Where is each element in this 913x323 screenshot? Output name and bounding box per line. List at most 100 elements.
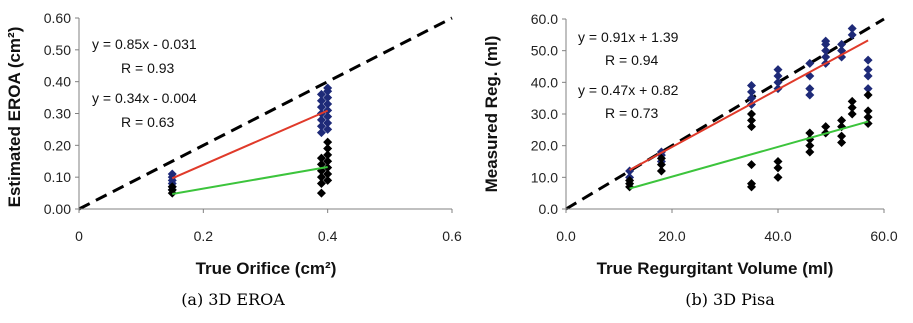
data-point-a-s1 (323, 137, 333, 147)
identity-line-a (78, 16, 453, 211)
data-point-a-s0 (323, 99, 333, 109)
data-point-a-s1 (316, 172, 326, 182)
data-point-b-s0 (773, 77, 783, 87)
data-point-b-s1 (747, 109, 756, 119)
data-point-b-s1 (847, 103, 857, 113)
fit-line-a-s1 (172, 165, 328, 196)
data-point-b-s1 (773, 163, 783, 173)
data-point-a-s0 (323, 124, 333, 134)
data-point-b-s1 (773, 157, 783, 166)
y-axis-label-a: Estimated EROA (cm²) (5, 27, 24, 208)
data-point-a-s1 (323, 144, 333, 154)
data-point-b-s1 (863, 106, 873, 116)
r-value-a-2: R = 0.63 (121, 114, 175, 130)
data-point-b-s0 (863, 71, 873, 81)
data-point-b-s1 (821, 122, 831, 132)
data-point-b-s1 (805, 128, 815, 138)
data-point-b-s0 (805, 90, 815, 100)
caption-a: (a) 3D EROA (181, 290, 285, 309)
equation-b-1: y = 0.91x + 1.39 (578, 29, 679, 45)
data-point-b-s0 (747, 87, 756, 97)
fit-line-a-s0 (171, 109, 329, 180)
data-point-a-s0 (323, 118, 333, 128)
data-point-b-s1 (625, 176, 635, 185)
ytick-label-b: 40.0 (531, 74, 558, 90)
data-point-b-s0 (837, 39, 847, 49)
fit-line-b-s1 (629, 120, 869, 190)
data-point-b-s1 (805, 147, 815, 157)
data-point-b-s0 (821, 36, 831, 46)
data-point-b-s1 (747, 160, 756, 170)
data-point-a-s1 (167, 182, 177, 192)
data-point-b-s1 (863, 90, 873, 100)
x-axis-label-a: True Orifice (cm²) (196, 259, 337, 278)
ytick-label-b: 10.0 (531, 169, 558, 185)
chart-a: 0.000.100.200.300.400.500.60 0 0.2 0.4 0.6 … (5, 10, 462, 309)
data-point-b-s0 (805, 84, 815, 94)
ytick-label-a: 0.20 (44, 137, 71, 153)
data-point-a-s0 (316, 128, 326, 138)
data-point-b-s1 (747, 115, 756, 125)
data-point-b-s1 (863, 112, 873, 122)
data-point-a-s1 (316, 179, 326, 189)
data-point-b-s0 (805, 58, 815, 68)
y-axis-label-b: Measured Reg. (ml) (482, 36, 501, 193)
data-point-b-s1 (656, 160, 666, 170)
data-point-b-s1 (656, 153, 666, 163)
data-point-b-s0 (747, 93, 756, 103)
data-point-a-s1 (316, 188, 326, 198)
data-point-a-s1 (316, 153, 326, 163)
yticks-b: 0.0 10.0 20.0 30.0 40.0 50.0 60.0 (531, 11, 566, 217)
r-value-a-1: R = 0.93 (121, 60, 175, 76)
data-point-b-s0 (847, 24, 857, 33)
xtick-label-b: 0.0 (556, 228, 576, 244)
data-point-b-s1 (837, 122, 847, 132)
ytick-label-b: 0.0 (539, 201, 559, 217)
ytick-label-a: 0.50 (44, 42, 71, 58)
data-point-b-s1 (847, 96, 857, 106)
ytick-label-a: 0.30 (44, 106, 71, 122)
data-point-b-s0 (773, 71, 783, 81)
data-point-b-s0 (863, 55, 873, 65)
data-point-a-s0 (316, 89, 326, 99)
fit-line-b-s0 (629, 39, 869, 171)
ytick-label-a: 0.00 (44, 201, 71, 217)
data-point-a-s0 (316, 121, 326, 131)
r-value-b-2: R = 0.73 (605, 105, 659, 121)
data-point-a-s1 (323, 150, 333, 160)
data-point-b-s0 (863, 65, 873, 75)
data-point-b-s1 (773, 172, 783, 182)
x-axis-label-b: True Regurgitant Volume (ml) (597, 259, 834, 278)
data-point-a-s0 (316, 115, 326, 125)
data-point-b-s0 (847, 30, 857, 40)
caption-b: (b) 3D Pisa (685, 290, 775, 309)
plot-b-layer (565, 17, 885, 211)
data-point-b-s1 (656, 166, 666, 176)
equation-b-2: y = 0.47x + 0.82 (578, 82, 679, 98)
equation-a-1: y = 0.85x - 0.031 (92, 36, 197, 52)
data-point-b-s1 (847, 109, 857, 119)
identity-line-b (565, 17, 885, 211)
data-point-b-s0 (747, 81, 756, 90)
data-point-a-s1 (323, 169, 333, 179)
data-point-b-s0 (863, 84, 873, 94)
data-point-b-s0 (773, 65, 783, 75)
xtick-label-a: 0.4 (318, 228, 338, 244)
data-point-a-s0 (316, 102, 326, 112)
ytick-label-b: 50.0 (531, 43, 558, 59)
data-point-b-s0 (821, 46, 831, 56)
equation-a-2: y = 0.34x - 0.004 (92, 90, 197, 106)
xticks-a: 0 0.2 0.4 0.6 (75, 209, 462, 244)
xticks-b: 0.0 20.0 40.0 60.0 (556, 209, 898, 244)
data-point-b-s1 (747, 179, 756, 189)
chart-b: 0.0 10.0 20.0 30.0 40.0 50.0 60.0 0.0 20.0 40.0 6… (482, 11, 898, 309)
data-point-a-s0 (323, 93, 333, 103)
data-point-a-s0 (316, 96, 326, 106)
data-point-b-s1 (747, 122, 756, 132)
data-point-a-s0 (323, 112, 333, 122)
data-point-a-s1 (323, 156, 333, 166)
data-point-b-s1 (837, 131, 847, 141)
xtick-label-b: 20.0 (658, 228, 685, 244)
ytick-label-a: 0.10 (44, 169, 71, 185)
ytick-label-b: 30.0 (531, 106, 558, 122)
